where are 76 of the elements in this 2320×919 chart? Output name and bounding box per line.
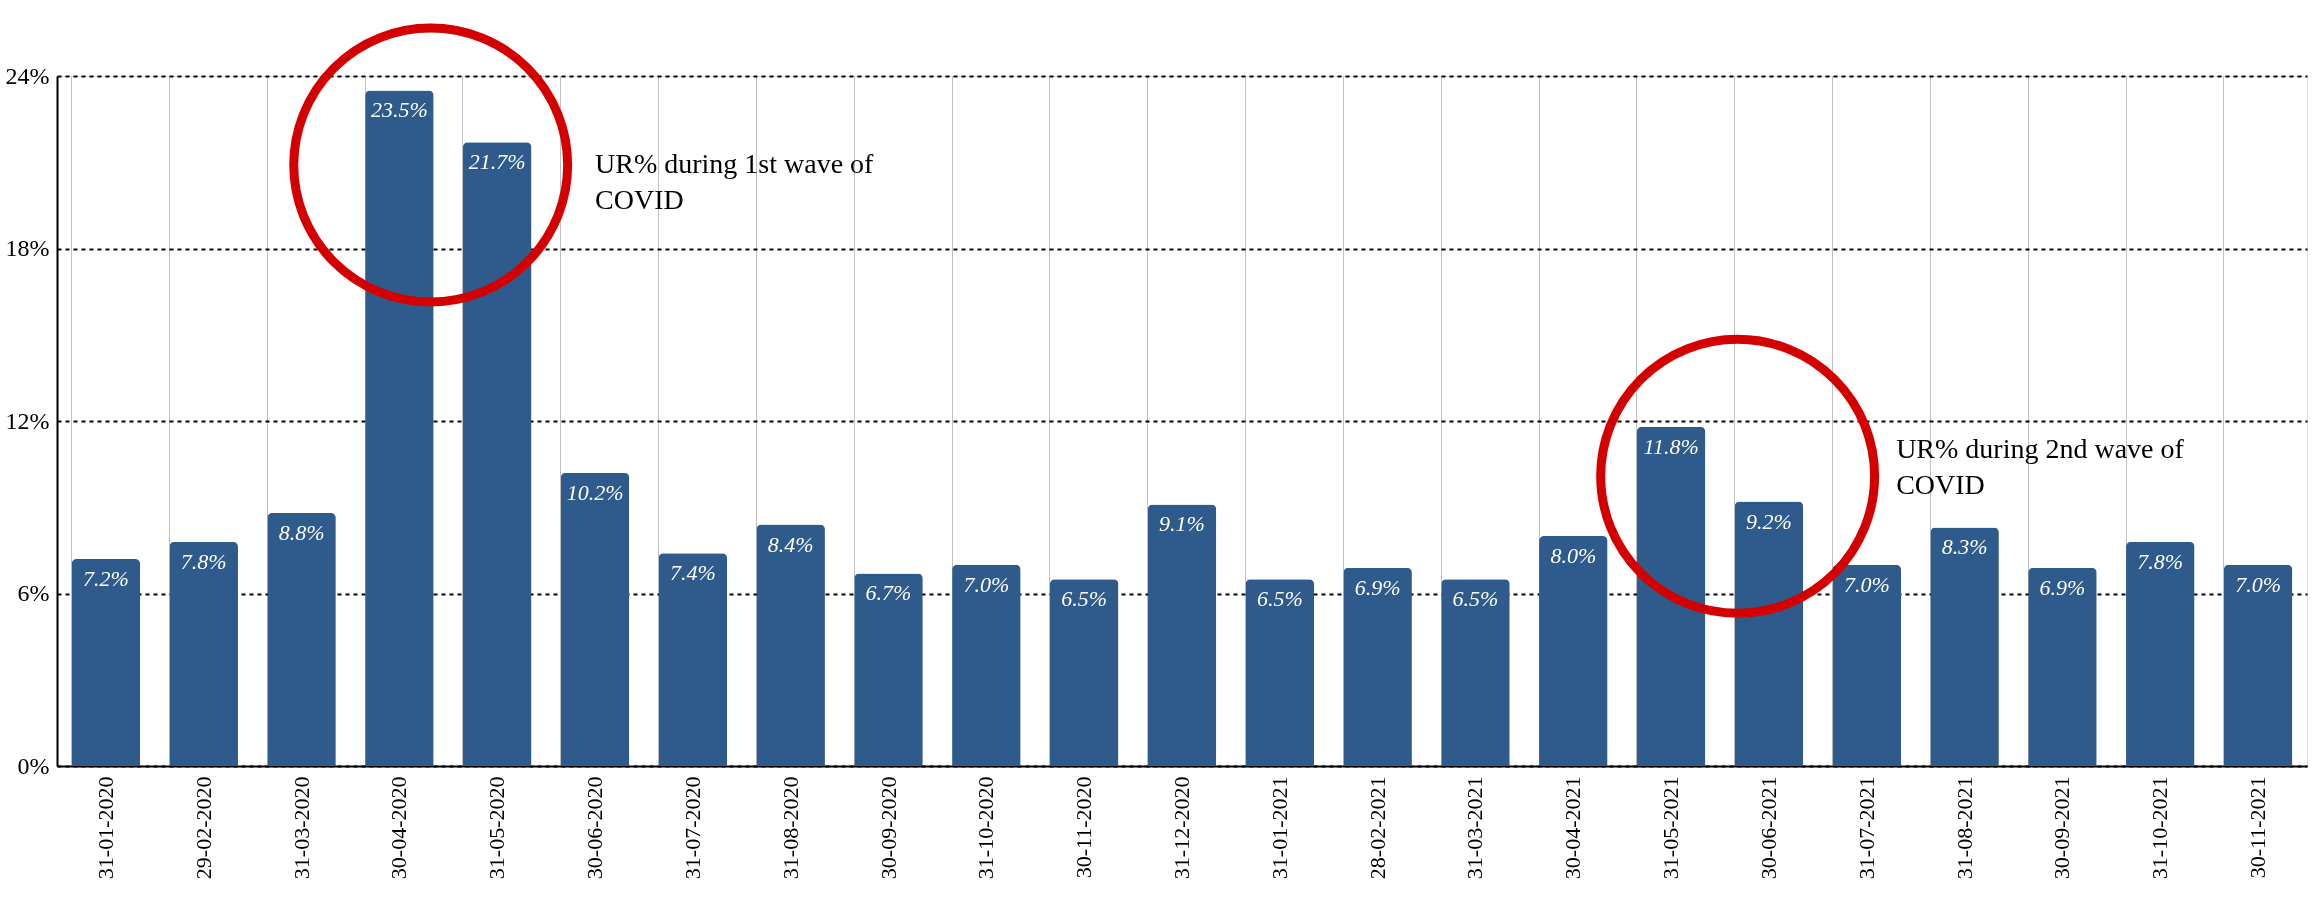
bar <box>1245 579 1315 766</box>
x-tick-label: 31-03-2020 <box>288 776 314 880</box>
x-tick-label: 29-02-2020 <box>190 776 216 880</box>
bar <box>1049 579 1119 766</box>
data-label: 7.0% <box>1843 571 1890 597</box>
bar <box>854 573 923 766</box>
x-tick-label: 30-11-2020 <box>1071 776 1097 879</box>
y-tick-label: 18% <box>5 235 50 261</box>
bar <box>756 524 825 766</box>
annotation: UR% during 1st wave of COVID <box>595 148 875 216</box>
bar <box>169 541 238 766</box>
bar <box>1636 426 1706 766</box>
bar <box>1832 564 1902 766</box>
x-tick-label: 30-06-2021 <box>1755 776 1781 880</box>
x-tick-label: 31-10-2021 <box>2147 776 2173 880</box>
annotation: UR% during 2nd wave of COVID <box>1896 432 2185 500</box>
data-label: 7.2% <box>83 566 129 591</box>
x-tick-label: 31-07-2021 <box>1853 776 1879 880</box>
data-label: 9.1% <box>1159 511 1205 537</box>
bar <box>1930 527 1999 766</box>
data-label: 8.8% <box>278 520 325 545</box>
x-tick-label: 30-04-2020 <box>386 776 412 880</box>
data-label: 7.0% <box>2235 571 2281 597</box>
x-tick-label: 31-03-2021 <box>1462 776 1488 880</box>
data-label: 6.5% <box>1061 586 1108 612</box>
x-tick-label: 31-05-2020 <box>484 776 510 880</box>
x-tick-label: 28-02-2021 <box>1364 776 1390 880</box>
data-label: 7.8% <box>2137 548 2184 574</box>
data-label: 7.8% <box>180 548 227 574</box>
data-label: 23.5% <box>370 97 428 123</box>
bar <box>952 564 1021 766</box>
data-label: 6.5% <box>1452 586 1499 612</box>
data-label: 11.8% <box>1643 433 1699 459</box>
bar <box>1441 579 1510 766</box>
bar <box>2223 564 2293 766</box>
data-label: 9.2% <box>1746 508 1792 534</box>
x-tick-label: 31-07-2020 <box>679 776 705 880</box>
bar <box>1734 501 1804 766</box>
x-tick-label: 30-04-2021 <box>1560 776 1586 880</box>
bar <box>2028 567 2097 766</box>
bar <box>365 90 434 766</box>
x-tick-label: 31-01-2021 <box>1266 776 1292 880</box>
x-tick-label: 30-11-2021 <box>2245 776 2271 879</box>
x-tick-label: 31-12-2020 <box>1169 776 1194 880</box>
x-tick-label: 30-09-2021 <box>2049 776 2075 880</box>
data-label: 8.0% <box>1550 543 1597 568</box>
data-label: 21.7% <box>468 149 526 175</box>
data-label: 6.9% <box>1354 574 1401 600</box>
bar <box>267 513 336 766</box>
data-label: 7.4% <box>669 560 716 586</box>
bar <box>1343 567 1412 766</box>
y-tick-label: 6% <box>17 580 50 606</box>
data-label: 8.3% <box>1941 534 1988 560</box>
x-tick-label: 31-08-2020 <box>777 776 803 880</box>
data-label: 6.9% <box>2039 574 2086 600</box>
x-tick-label: 31-10-2020 <box>973 776 999 880</box>
x-tick-label: 31-08-2021 <box>1951 776 1977 880</box>
data-label: 6.7% <box>865 580 912 606</box>
y-tick-label: 12% <box>5 407 50 434</box>
bar <box>1539 536 1608 766</box>
bar <box>658 553 728 766</box>
x-tick-label: 30-06-2020 <box>582 776 608 880</box>
data-label: 7.0% <box>963 571 1010 597</box>
x-tick-label: 31-01-2020 <box>92 776 118 880</box>
data-label: 8.4% <box>767 531 814 557</box>
y-tick-label: 0% <box>17 752 50 779</box>
bar <box>1147 504 1217 766</box>
bar <box>2126 541 2195 766</box>
y-tick-label: 24% <box>5 62 50 89</box>
bar <box>560 472 630 766</box>
data-label: 6.5% <box>1256 586 1303 612</box>
x-tick-label: 31-05-2021 <box>1658 776 1684 880</box>
bar <box>71 559 141 766</box>
x-tick-label: 30-09-2020 <box>875 776 901 880</box>
bar <box>462 142 532 766</box>
data-label: 10.2% <box>566 479 624 505</box>
